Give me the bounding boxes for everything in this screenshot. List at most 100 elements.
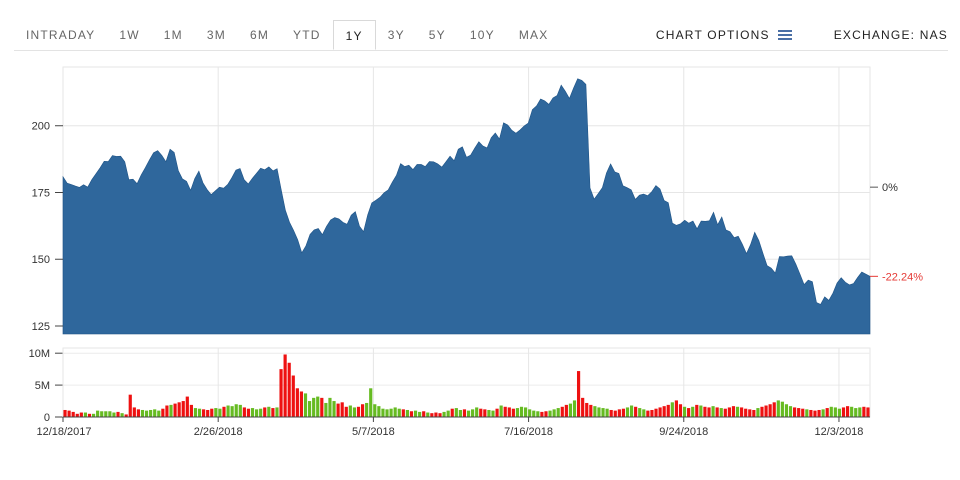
hamburger-menu-icon bbox=[777, 30, 792, 40]
tab-intraday[interactable]: INTRADAY bbox=[26, 28, 96, 42]
volume-bar bbox=[210, 408, 214, 417]
volume-bar bbox=[450, 408, 454, 417]
volume-bar bbox=[515, 408, 520, 417]
volume-bar bbox=[401, 409, 405, 417]
volume-bar bbox=[735, 406, 740, 417]
volume-bar bbox=[666, 404, 670, 417]
volume-bar bbox=[625, 407, 630, 417]
volume-bar bbox=[634, 406, 638, 417]
volume-bar bbox=[601, 408, 605, 417]
volume-bar bbox=[581, 397, 585, 417]
volume-bar bbox=[438, 413, 442, 417]
volume-bar bbox=[654, 408, 658, 417]
tab-ytd[interactable]: YTD bbox=[293, 28, 321, 42]
volume-bar bbox=[479, 408, 483, 417]
volume-bar bbox=[181, 401, 185, 417]
tab-10y[interactable]: 10Y bbox=[469, 28, 495, 42]
chart-options-button[interactable]: CHART OPTIONS bbox=[656, 28, 792, 42]
volume-bar bbox=[780, 401, 784, 417]
volume-bar bbox=[132, 407, 136, 417]
volume-bar bbox=[140, 409, 145, 417]
tab-1w[interactable]: 1W bbox=[119, 28, 140, 42]
reference-change-label: 0% bbox=[882, 182, 898, 194]
volume-bar bbox=[576, 371, 581, 417]
volume-bar bbox=[352, 407, 357, 417]
tab-6m[interactable]: 6M bbox=[249, 28, 270, 42]
volume-bar bbox=[768, 404, 772, 417]
volume-bar bbox=[507, 407, 511, 417]
x-tick-label: 9/24/2018 bbox=[659, 426, 708, 438]
volume-bar bbox=[136, 409, 140, 417]
tab-1m[interactable]: 1M bbox=[163, 28, 183, 42]
price-y-tick-label: 125 bbox=[32, 321, 50, 333]
volume-bar bbox=[748, 409, 752, 417]
volume-bar bbox=[91, 413, 96, 417]
x-tick-label: 5/7/2018 bbox=[352, 426, 395, 438]
tab-max[interactable]: MAX bbox=[518, 28, 549, 42]
volume-bar bbox=[393, 407, 397, 417]
volume-bar bbox=[813, 410, 817, 417]
tab-1y[interactable]: 1Y bbox=[332, 20, 376, 50]
volume-bar bbox=[67, 410, 71, 417]
volume-bar bbox=[752, 409, 756, 417]
volume-bar bbox=[854, 408, 858, 417]
volume-bar bbox=[340, 402, 344, 417]
volume-bar bbox=[805, 409, 809, 417]
volume-bar bbox=[617, 409, 621, 417]
volume-bar bbox=[483, 409, 487, 417]
volume-bar bbox=[552, 409, 556, 417]
volume-bar bbox=[589, 404, 593, 417]
volume-bar bbox=[365, 402, 369, 417]
volume-bar bbox=[744, 408, 748, 417]
volume-bar bbox=[471, 409, 475, 417]
volume-bar bbox=[650, 409, 654, 417]
volume-bar bbox=[715, 407, 719, 417]
volume-bar bbox=[226, 405, 230, 417]
volume-bar bbox=[825, 408, 829, 417]
exchange-label: EXCHANGE: NAS bbox=[833, 28, 948, 42]
volume-bar bbox=[727, 407, 731, 417]
x-tick-label: 2/26/2018 bbox=[194, 426, 243, 438]
volume-bar bbox=[287, 362, 291, 417]
volume-bar bbox=[544, 411, 548, 417]
volume-bar bbox=[764, 405, 768, 417]
volume-bar bbox=[434, 412, 438, 417]
volume-bar bbox=[458, 409, 462, 417]
volume-bar bbox=[784, 404, 789, 417]
volume-bar bbox=[756, 408, 760, 417]
volume-bar bbox=[564, 404, 568, 417]
volume-bar bbox=[373, 404, 377, 417]
volume-bar bbox=[593, 406, 597, 417]
volume-bar bbox=[79, 412, 83, 417]
volume-y-tick-label: 10M bbox=[29, 348, 50, 360]
volume-bar bbox=[279, 369, 283, 417]
volume-bar bbox=[760, 406, 764, 417]
volume-bar bbox=[801, 408, 805, 417]
volume-bar bbox=[503, 406, 507, 417]
volume-bar bbox=[83, 412, 88, 417]
volume-bar bbox=[695, 404, 699, 417]
volume-bar bbox=[96, 410, 100, 417]
tab-5y[interactable]: 5Y bbox=[428, 28, 446, 42]
volume-bar bbox=[291, 375, 295, 417]
tab-3m[interactable]: 3M bbox=[206, 28, 226, 42]
volume-bar bbox=[234, 404, 238, 417]
volume-bar bbox=[157, 410, 161, 417]
volume-bar bbox=[703, 406, 707, 417]
volume-bar bbox=[446, 410, 450, 417]
volume-bar bbox=[250, 408, 255, 417]
tab-3y[interactable]: 3Y bbox=[387, 28, 405, 42]
volume-bar bbox=[858, 407, 862, 417]
volume-bar bbox=[128, 394, 132, 417]
volume-bar bbox=[809, 409, 813, 417]
volume-bar bbox=[719, 408, 723, 417]
volume-bar bbox=[662, 406, 666, 417]
volume-bar bbox=[255, 409, 259, 417]
volume-bar bbox=[381, 408, 385, 417]
volume-bar bbox=[462, 409, 467, 417]
volume-bar bbox=[405, 409, 409, 417]
volume-bar bbox=[638, 408, 642, 417]
volume-bar bbox=[866, 407, 870, 417]
volume-bar bbox=[267, 406, 271, 417]
